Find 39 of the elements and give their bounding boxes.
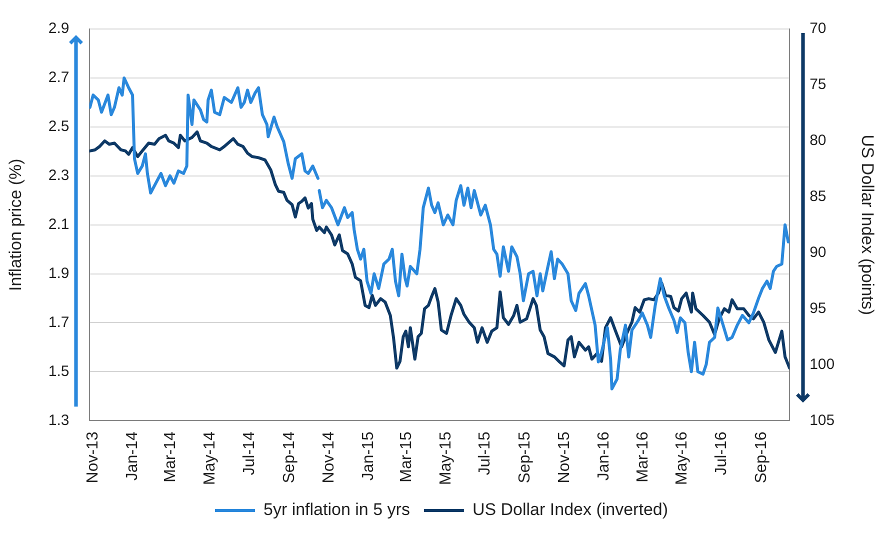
x-tick-label: Jul-14 bbox=[240, 432, 258, 476]
x-tick-label: Sep-14 bbox=[280, 432, 298, 484]
y-tick-label: 1.3 bbox=[48, 412, 70, 429]
y-tick-label: 2.5 bbox=[48, 118, 70, 136]
x-tick-label: May-14 bbox=[201, 432, 218, 486]
x-tick-label: Nov-13 bbox=[84, 432, 102, 484]
x-tick-label: Mar-16 bbox=[634, 432, 652, 482]
y-tick-label: 1.5 bbox=[48, 362, 70, 380]
y2-axis-title: US Dollar Index (points) bbox=[858, 134, 878, 316]
x-tick-label: Nov-15 bbox=[556, 432, 574, 484]
x-tick-label: Jul-16 bbox=[713, 432, 730, 476]
y-tick-label: 2.7 bbox=[48, 69, 70, 86]
x-tick-label: Mar-14 bbox=[162, 432, 180, 482]
y2-tick-label: 75 bbox=[810, 76, 826, 94]
x-tick-label: Sep-16 bbox=[753, 432, 770, 484]
x-tick-label: Jan-15 bbox=[360, 432, 377, 481]
y-tick-label: 1.7 bbox=[48, 314, 70, 331]
y-tick-label: 1.9 bbox=[48, 264, 70, 282]
y2-tick-label: 95 bbox=[810, 300, 826, 317]
x-tick-label: May-15 bbox=[437, 432, 454, 486]
y-tick-label: 2.3 bbox=[48, 167, 70, 184]
y2-tick-label: 90 bbox=[810, 244, 826, 261]
y2-tick-label: 85 bbox=[810, 188, 826, 205]
y-tick-label: 2.1 bbox=[48, 216, 70, 233]
x-tick-label: Mar-15 bbox=[398, 432, 415, 482]
y2-tick-label: 105 bbox=[810, 412, 835, 429]
y2-tick-label: 80 bbox=[810, 132, 826, 150]
y-axis-title: Inflation price (%) bbox=[6, 158, 25, 291]
y2-tick-label: 70 bbox=[810, 20, 826, 38]
y2-tick-label: 100 bbox=[810, 356, 835, 373]
x-tick-label: Jul-15 bbox=[476, 432, 494, 476]
x-tick-label: Nov-14 bbox=[320, 432, 338, 484]
x-tick-label: Sep-15 bbox=[516, 432, 534, 484]
legend-label: US Dollar Index (inverted) bbox=[472, 500, 668, 520]
x-tick-label: Jan-14 bbox=[124, 432, 141, 481]
y-tick-label: 2.9 bbox=[48, 20, 70, 38]
x-tick-label: May-16 bbox=[674, 432, 691, 486]
x-tick-label: Jan-16 bbox=[596, 432, 613, 481]
legend-label: 5yr inflation in 5 yrs bbox=[263, 500, 410, 520]
